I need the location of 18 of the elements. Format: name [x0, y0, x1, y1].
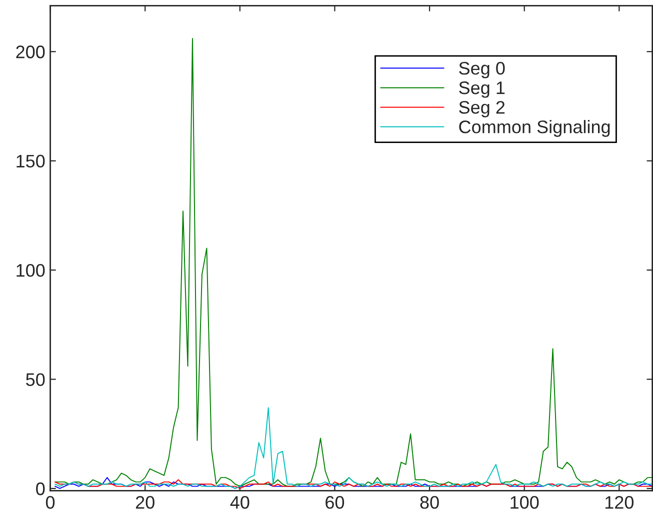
y-tick-label: 200 — [16, 46, 45, 58]
y-tick-label: 0 — [36, 482, 45, 496]
x-tick-label: 0 — [46, 496, 55, 509]
x-tick-label: 40 — [230, 496, 250, 509]
x-tick-label: 120 — [605, 496, 634, 509]
legend-label: Seg 1 — [459, 81, 505, 98]
legend-label: Seg 2 — [459, 100, 505, 118]
x-tick-label: 80 — [420, 496, 439, 509]
line-series — [54, 407, 652, 489]
y-tick-label: 150 — [16, 154, 45, 168]
legend-label: Seg 0 — [459, 62, 505, 78]
legend-label: Common Signaling — [459, 120, 610, 137]
x-tick-label: 20 — [136, 496, 154, 509]
y-tick-label: 100 — [16, 264, 45, 277]
x-tick-label: 100 — [510, 496, 539, 509]
line-series — [54, 38, 652, 487]
y-tick-label: 50 — [26, 373, 45, 386]
x-tick-label: 60 — [326, 496, 344, 509]
